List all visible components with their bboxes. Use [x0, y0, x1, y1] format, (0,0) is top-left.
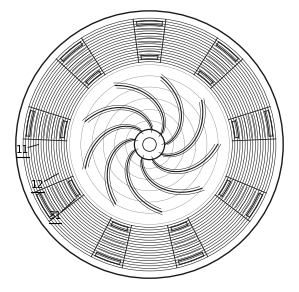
Text: 12: 12 — [31, 180, 44, 190]
Text: 11: 11 — [16, 145, 29, 155]
Text: 31: 31 — [48, 211, 62, 221]
